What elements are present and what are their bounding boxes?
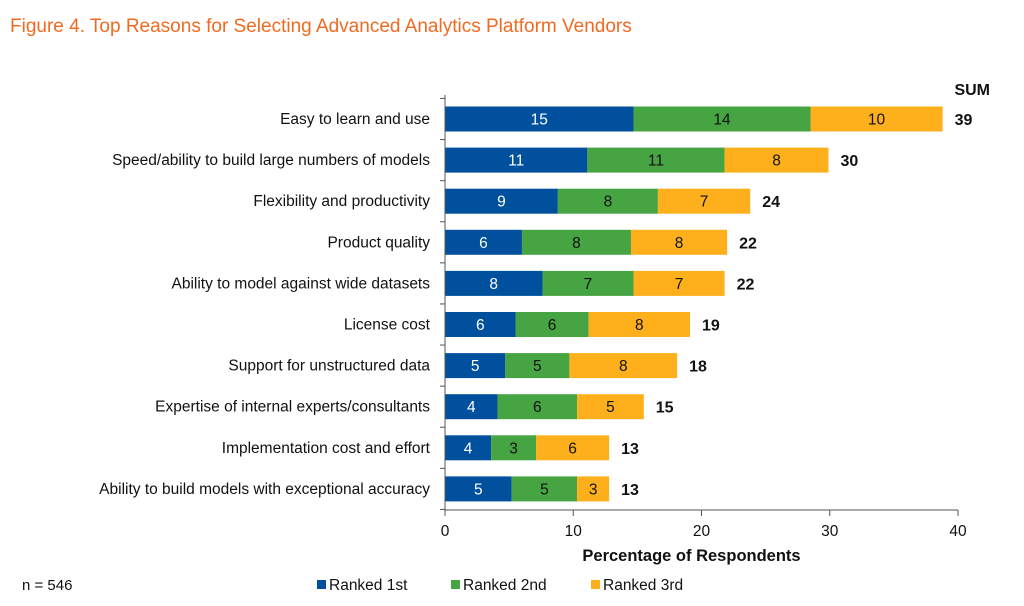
- bar-segment-2: [505, 353, 570, 379]
- sum-label: 22: [737, 276, 755, 293]
- category-label: Product quality: [327, 234, 430, 251]
- x-axis-title: Percentage of Respondents: [582, 547, 800, 565]
- bar-segment-1: [445, 312, 516, 337]
- legend-swatch-3: [591, 580, 600, 589]
- bar-segment-3: [630, 229, 728, 255]
- data-label: 7: [675, 276, 684, 293]
- category-label: Easy to learn and use: [280, 111, 430, 128]
- data-label: 5: [471, 358, 480, 375]
- category-label: Speed/ability to build large numbers of …: [112, 152, 430, 169]
- data-label: 14: [713, 112, 731, 129]
- legend-label-1: Ranked 1st: [329, 577, 408, 594]
- data-label: 7: [700, 194, 709, 211]
- bar-segment-2: [491, 435, 537, 461]
- data-label: 6: [479, 235, 488, 252]
- sum-label: 18: [689, 359, 707, 376]
- legend-label-2: Ranked 2nd: [463, 577, 547, 594]
- sample-size-note: n = 546: [22, 577, 72, 594]
- data-label: 3: [509, 440, 518, 457]
- bar-segment-3: [577, 394, 644, 420]
- data-label: 6: [476, 317, 485, 334]
- category-label: License cost: [344, 317, 431, 334]
- data-label: 8: [604, 194, 613, 211]
- data-label: 15: [531, 112, 548, 129]
- data-label: 5: [474, 481, 483, 498]
- bar-segment-2: [542, 270, 634, 296]
- bar-segment-2: [557, 188, 658, 214]
- data-label: 4: [464, 440, 473, 457]
- sum-label: 30: [840, 153, 858, 170]
- bar-segment-2: [511, 476, 578, 502]
- sum-label: 13: [621, 482, 639, 499]
- data-label: 7: [584, 276, 593, 293]
- bar-segment-2: [633, 106, 811, 132]
- sum-label: 19: [702, 318, 720, 335]
- bar-segment-1: [445, 394, 498, 420]
- data-label: 8: [675, 235, 684, 252]
- sum-header: SUM: [954, 82, 990, 99]
- data-label: 4: [467, 399, 476, 416]
- data-label: 6: [568, 440, 577, 457]
- bar-segment-2: [515, 312, 589, 337]
- sum-label: 22: [739, 235, 757, 252]
- sum-label: 13: [621, 441, 639, 458]
- data-label: 5: [606, 399, 615, 416]
- bar-segment-3: [577, 476, 610, 502]
- bar-segment-2: [497, 394, 578, 420]
- x-tick-label: 30: [821, 523, 839, 540]
- legend-swatch-1: [317, 580, 326, 589]
- data-label: 6: [548, 317, 557, 334]
- bar-segment-2: [521, 229, 631, 255]
- bar-segment-1: [445, 435, 492, 461]
- bar-segment-3: [810, 106, 943, 132]
- data-label: 8: [572, 235, 581, 252]
- x-tick-label: 10: [565, 523, 583, 540]
- bar-segment-1: [445, 270, 543, 296]
- x-tick-label: 40: [949, 523, 967, 540]
- chart-title: Figure 4. Top Reasons for Selecting Adva…: [10, 16, 632, 37]
- bar-segment-2: [587, 147, 725, 173]
- bar-segment-1: [445, 188, 558, 214]
- bar-segment-1: [445, 106, 634, 132]
- category-label: Support for unstructured data: [228, 358, 430, 375]
- bar-segment-3: [536, 435, 610, 461]
- category-label: Ability to build models with exceptional…: [99, 481, 430, 498]
- bar-segment-3: [569, 353, 678, 379]
- sum-label: 39: [955, 112, 973, 129]
- bar-segment-1: [445, 229, 522, 255]
- legend-label-3: Ranked 3rd: [603, 577, 683, 594]
- sum-label: 24: [762, 194, 780, 211]
- bar-segment-3: [657, 188, 751, 214]
- data-label: 8: [489, 276, 498, 293]
- bar-segment-1: [445, 476, 512, 502]
- bar-segment-1: [445, 353, 506, 379]
- data-label: 9: [497, 194, 506, 211]
- data-label: 11: [508, 153, 524, 170]
- category-label: Ability to model against wide datasets: [172, 275, 431, 292]
- data-label: 8: [619, 358, 628, 375]
- data-label: 8: [772, 153, 781, 170]
- data-label: 10: [868, 112, 886, 129]
- data-label: 3: [589, 481, 598, 498]
- data-label: 11: [648, 153, 664, 170]
- bar-segment-1: [445, 147, 588, 173]
- bar-segment-3: [588, 312, 690, 337]
- category-label: Flexibility and productivity: [253, 193, 430, 210]
- data-label: 5: [540, 481, 549, 498]
- bar-segment-3: [633, 270, 725, 296]
- bar-segment-3: [724, 147, 829, 173]
- category-label: Expertise of internal experts/consultant…: [155, 399, 430, 416]
- x-tick-label: 0: [441, 523, 450, 540]
- data-label: 5: [533, 358, 542, 375]
- data-label: 6: [533, 399, 542, 416]
- sum-label: 15: [656, 400, 674, 417]
- x-tick-label: 20: [693, 523, 711, 540]
- legend-swatch-2: [451, 580, 460, 589]
- data-label: 8: [635, 317, 644, 334]
- category-label: Implementation cost and effort: [222, 440, 431, 457]
